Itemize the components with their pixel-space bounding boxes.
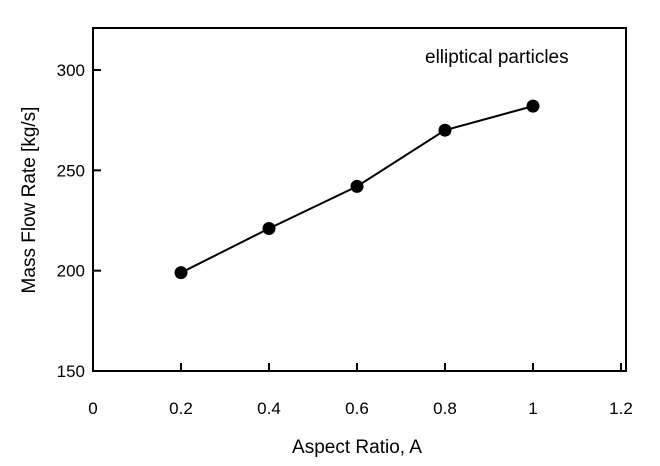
y-axis-title: Mass Flow Rate [kg/s]	[19, 107, 40, 294]
y-tick-label: 250	[57, 161, 85, 180]
data-point	[350, 179, 364, 193]
data-point	[262, 222, 276, 236]
plot-frame	[92, 27, 627, 372]
data-points	[174, 99, 540, 280]
x-tick-label: 0.4	[257, 399, 281, 418]
data-point	[526, 99, 540, 113]
x-tick-label: 1.2	[609, 399, 633, 418]
x-tick-label: 1	[528, 399, 537, 418]
y-ticks: 150 200 250 300	[57, 61, 101, 381]
x-axis-title: Aspect Ratio, A	[292, 437, 422, 458]
y-tick-label: 200	[57, 262, 85, 281]
x-ticks: 0 0.2 0.4 0.6 0.8 1 1.2	[88, 363, 633, 418]
annotation-label: elliptical particles	[425, 47, 569, 68]
y-tick-label: 150	[57, 362, 85, 381]
y-tick-label: 300	[57, 61, 85, 80]
x-tick-label: 0.2	[169, 399, 193, 418]
data-point	[174, 266, 188, 280]
x-tick-label: 0.6	[345, 399, 369, 418]
x-tick-label: 0	[88, 399, 97, 418]
x-tick-label: 0.8	[433, 399, 457, 418]
data-point	[438, 123, 452, 137]
